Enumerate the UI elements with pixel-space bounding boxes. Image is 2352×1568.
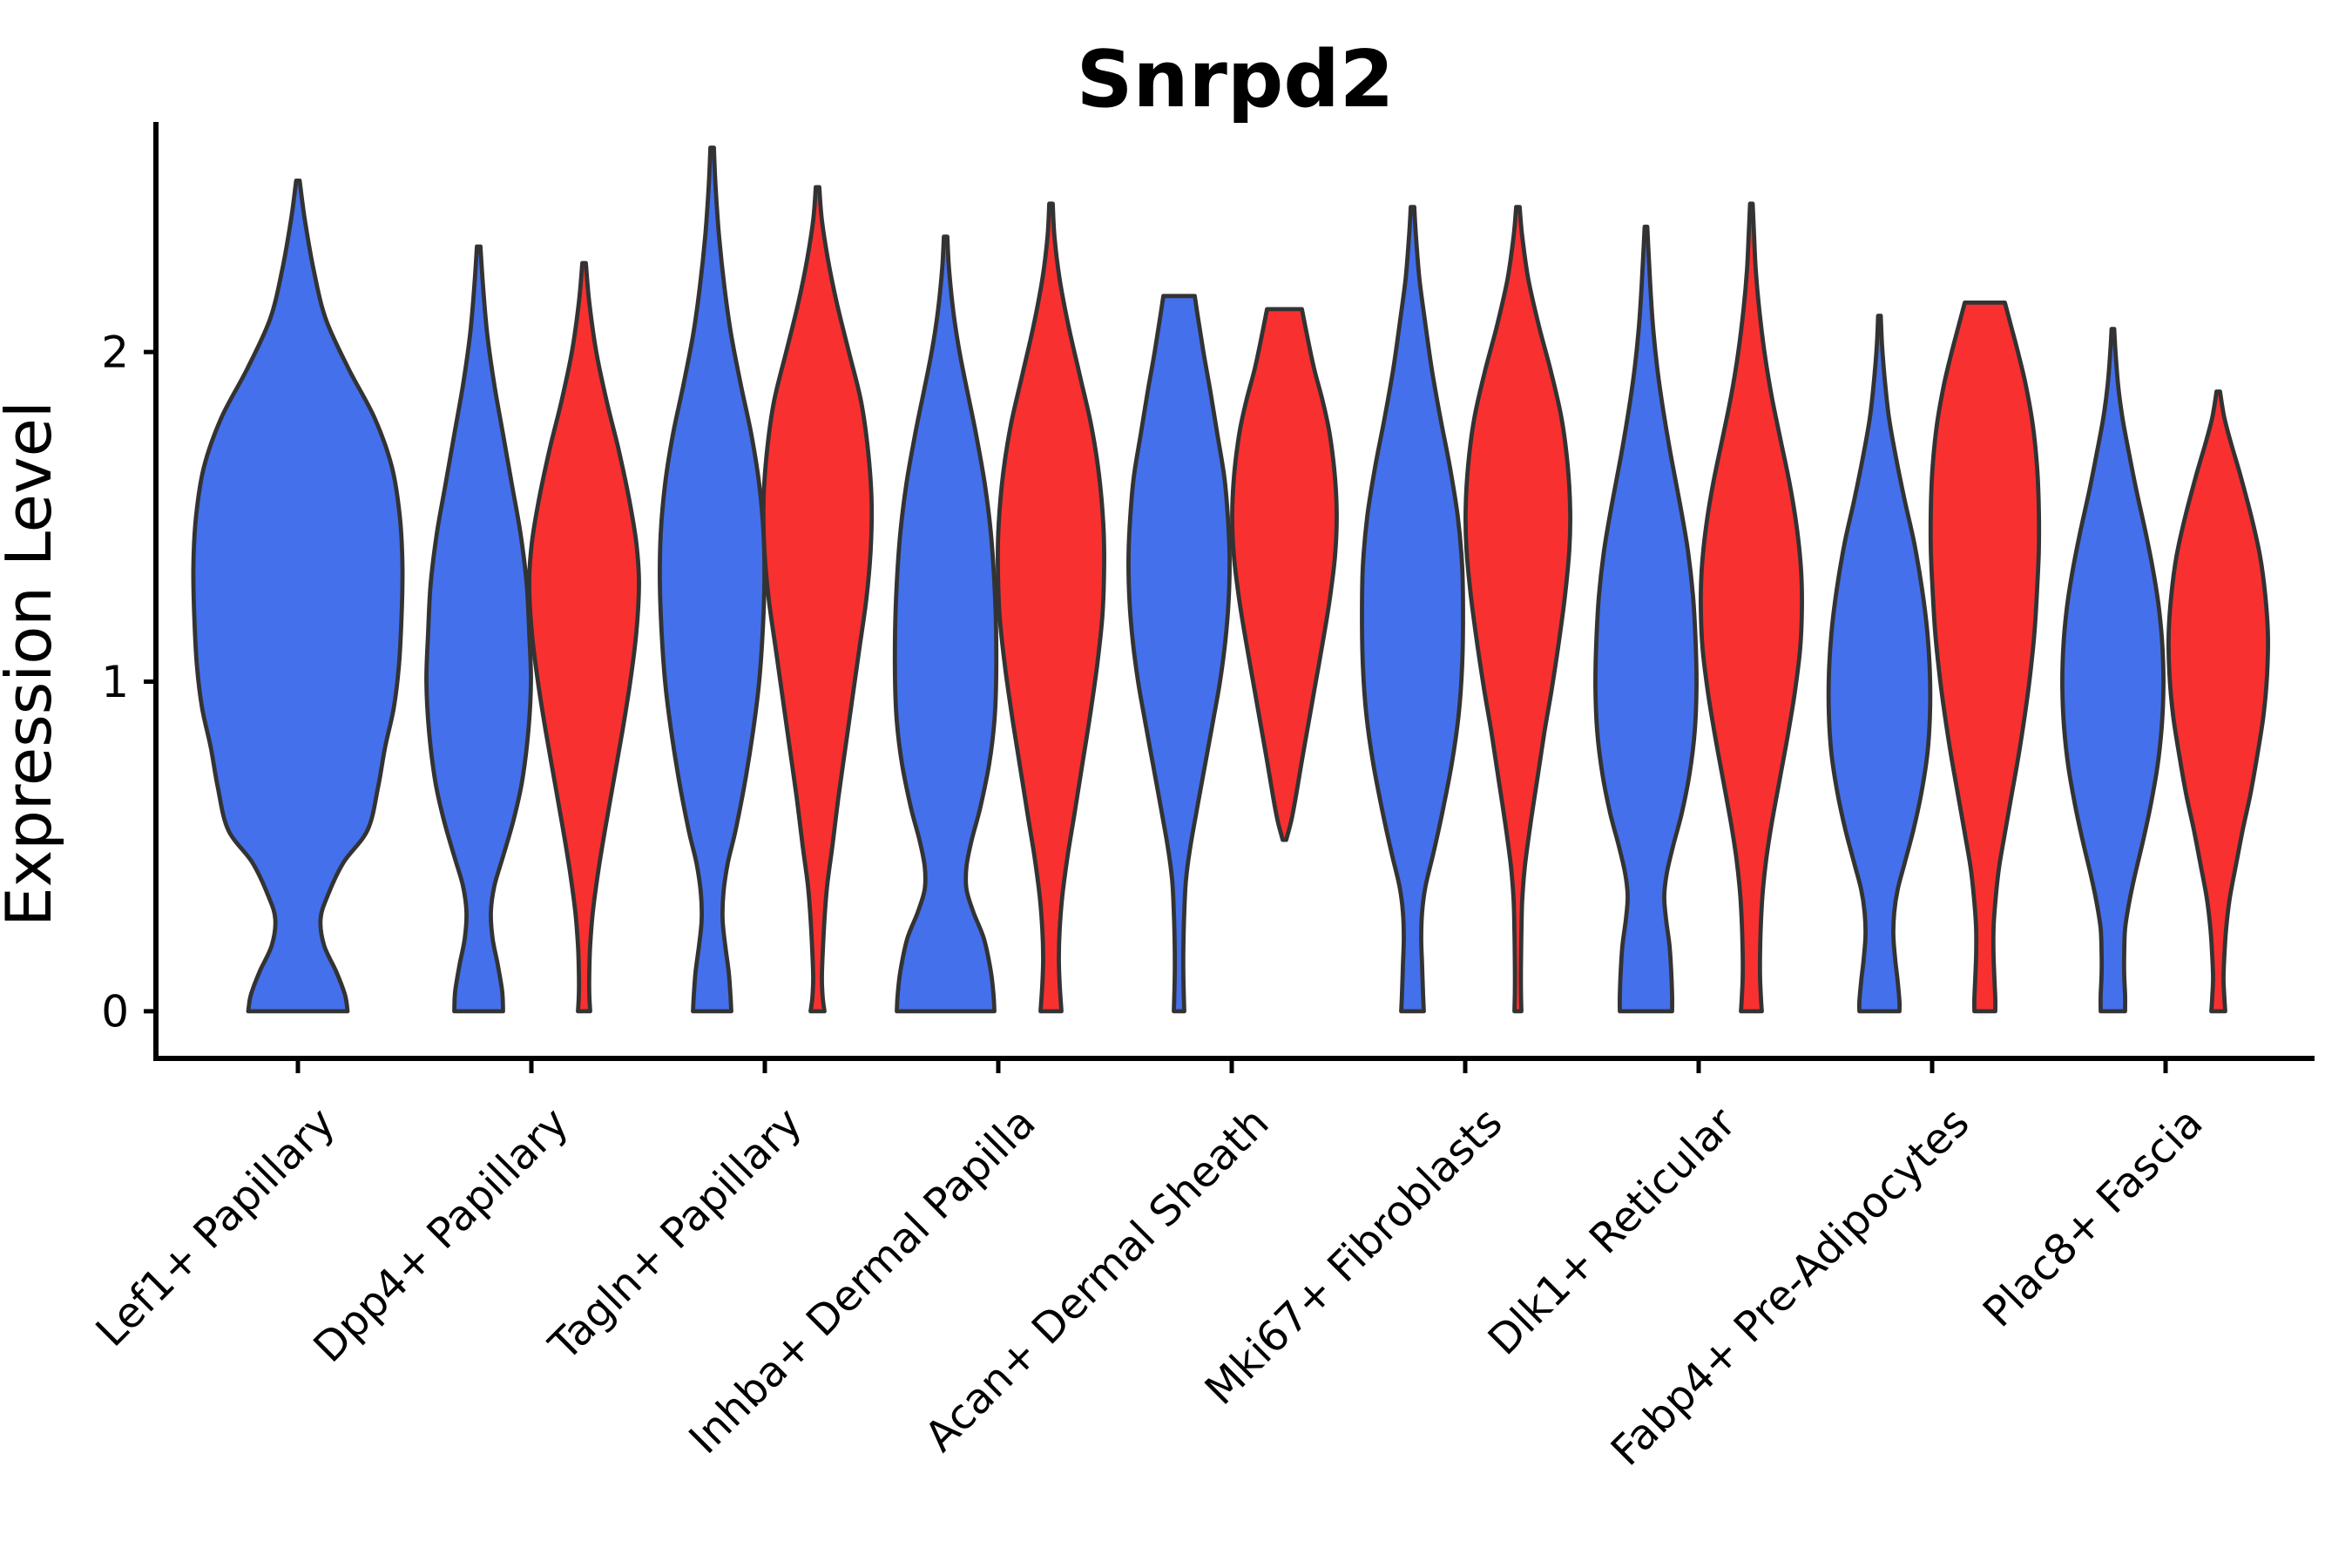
violin-2-blue <box>658 145 767 1014</box>
y-tick-label: 2 <box>101 328 129 378</box>
violin-2-red <box>760 185 875 1014</box>
y-tick-label: 1 <box>101 657 129 707</box>
violin-1-red <box>527 260 641 1014</box>
violin-8-red <box>2166 389 2270 1014</box>
violin-6-red <box>1699 201 1804 1014</box>
x-tick-label-0: Lef1+ Papillary <box>87 1098 345 1356</box>
x-tick-label-6: Dlk1+ Reticular <box>1479 1098 1746 1365</box>
violin-5-blue <box>1360 205 1465 1014</box>
x-tick-label-8: Plac8+ Fascia <box>1974 1098 2213 1337</box>
x-tick-label-2: Tagln+ Papillary <box>539 1098 811 1370</box>
chart-title: Snrpd2 <box>1077 34 1395 125</box>
y-axis-label: Expression Level <box>0 401 65 927</box>
violin-3-red <box>996 201 1106 1014</box>
violin-5-red <box>1463 205 1573 1014</box>
violin-1-blue <box>424 244 533 1014</box>
violin-0-blue <box>191 179 405 1014</box>
violin-8-blue <box>2060 327 2166 1014</box>
violin-6-blue <box>1593 224 1699 1014</box>
violin-3-blue <box>892 234 999 1014</box>
x-tick-label-1: Dpp4+ Papillary <box>304 1098 578 1372</box>
violin-7-blue <box>1826 314 1933 1014</box>
violin-4-blue <box>1126 294 1232 1014</box>
y-tick-label: 0 <box>101 986 129 1037</box>
violin-4-red <box>1230 307 1339 842</box>
violin-7-red <box>1928 301 2042 1014</box>
violins-layer <box>191 145 2270 1014</box>
